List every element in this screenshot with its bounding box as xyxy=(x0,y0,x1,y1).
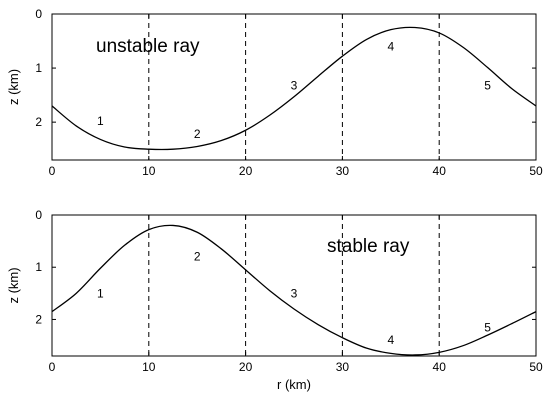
region-label-4: 4 xyxy=(387,333,394,347)
ray-curve xyxy=(51,224,537,356)
x-tick-label: 40 xyxy=(433,360,447,374)
region-label-4: 4 xyxy=(387,39,394,53)
x-tick-label: 0 xyxy=(49,164,56,178)
y-tick-label: 2 xyxy=(35,115,42,129)
y-tick-label: 0 xyxy=(35,208,42,222)
region-label-1: 1 xyxy=(97,114,104,128)
plot-frame xyxy=(51,214,537,357)
x-tick-label: 50 xyxy=(529,164,543,178)
panel-annotation: stable ray xyxy=(327,236,410,257)
plot-frame xyxy=(51,13,537,161)
x-tick-label: 20 xyxy=(239,164,253,178)
x-tick-label: 50 xyxy=(529,360,543,374)
y-axis-label: z (km) xyxy=(6,69,21,105)
region-label-3: 3 xyxy=(291,78,298,92)
region-label-5: 5 xyxy=(484,78,491,92)
region-label-2: 2 xyxy=(194,249,201,263)
x-tick-label: 20 xyxy=(239,360,253,374)
y-tick-label: 1 xyxy=(35,61,42,75)
region-label-1: 1 xyxy=(97,286,104,300)
y-tick-label: 0 xyxy=(35,7,42,21)
panel-1: 0 10 20 30 40 50 0 1 2 1 2 3 4 5 unstable ray z (km) xyxy=(6,7,543,178)
x-tick-label: 30 xyxy=(336,164,350,178)
y-tick-label: 1 xyxy=(35,260,42,274)
x-tick-label: 30 xyxy=(336,360,350,374)
region-label-5: 5 xyxy=(484,320,491,334)
y-axis-label: z (km) xyxy=(6,267,21,303)
region-label-3: 3 xyxy=(291,286,298,300)
x-axis-label: r (km) xyxy=(277,377,311,392)
panel-2: 0 10 20 30 40 50 0 1 2 1 2 3 4 5 stable ray z (km) r (km… xyxy=(6,208,543,392)
x-tick-label: 10 xyxy=(142,164,156,178)
y-tick-label: 2 xyxy=(35,312,42,326)
x-tick-label: 40 xyxy=(433,164,447,178)
region-label-2: 2 xyxy=(194,127,201,141)
x-tick-label: 10 xyxy=(142,360,156,374)
x-tick-label: 0 xyxy=(49,360,56,374)
panel-annotation: unstable ray xyxy=(96,36,200,57)
ray-curve xyxy=(51,26,537,151)
